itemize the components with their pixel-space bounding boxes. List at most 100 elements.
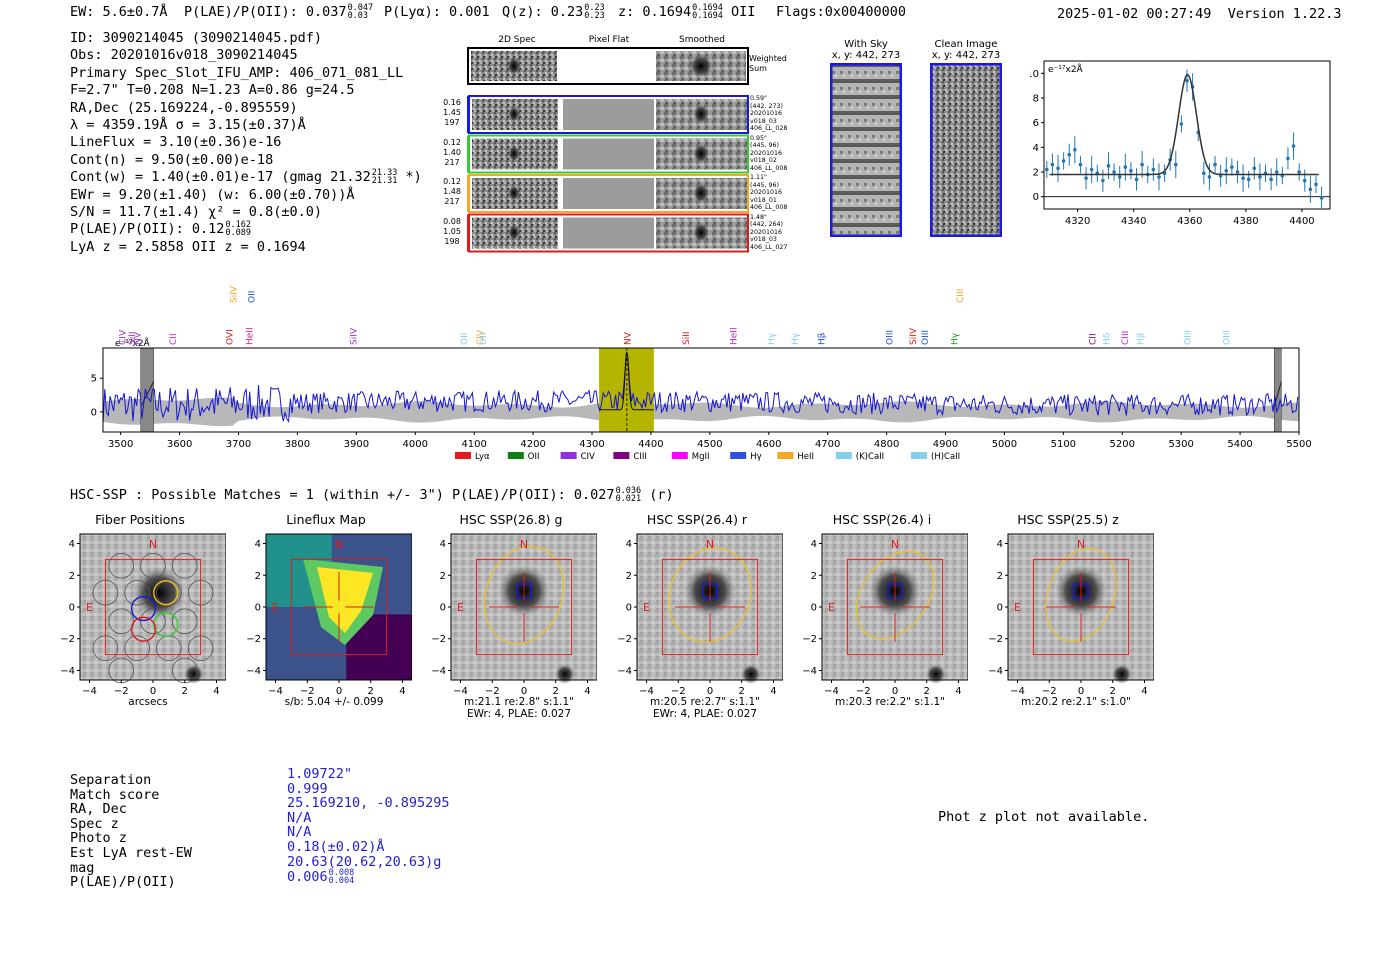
- hsc-panel-3: HSC SSP(26.4) r N E −4 −4 −2 −2 0 0 2 2 4 4 m:20.5 re…: [607, 512, 783, 722]
- spectrum-legend-swatch: [730, 452, 747, 459]
- spectrum-line-label: SiIV: [909, 327, 919, 345]
- info-lineflux: LineFlux = 3.10(±0.36)e-16: [70, 134, 282, 151]
- aperture-ellipse: [668, 547, 752, 643]
- spectrum-xtick-label: 3800: [285, 439, 310, 450]
- cutout-row-right-value: 0.59": [750, 95, 767, 102]
- cutout-row-right-value: 406_LL_028: [750, 125, 788, 133]
- photz-note: Phot z plot not available.: [938, 809, 1150, 825]
- spectrum-xtick-label: 5500: [1286, 439, 1311, 450]
- hsc-xtick-label: −4: [824, 686, 839, 697]
- cutout-row-left-value: 0.12: [443, 137, 461, 147]
- info-contn: Cont(n) = 9.50(±0.00)e-18: [70, 151, 274, 168]
- fit-data-point: [1314, 182, 1318, 187]
- info-lyaz: LyA z = 2.5858 OII z = 0.1694: [70, 238, 306, 255]
- spectrum-xtick-label: 3700: [226, 439, 251, 450]
- fit-xtick-label: 4380: [1233, 216, 1258, 227]
- line-fit-chart: 0 2 4 6 8 10 4320 4340 4360 4380 4400 e⁻¹⁷x2Å: [1030, 60, 1331, 227]
- info-sn: S/N = 11.7(±1.4) χ² = 0.8(±0.0): [70, 204, 322, 221]
- fiber-circle: [171, 608, 198, 635]
- fit-data-point: [1117, 175, 1122, 179]
- hsc-panel-1: Lineflux Map N E −4 −4 −2 −2 0 0 2 2 4 4 s/b: 5.04 +/…: [236, 512, 412, 722]
- cutout-row-left-value: 1.40: [443, 147, 461, 157]
- fit-unit-label: e⁻¹⁷x2Å: [1048, 63, 1084, 75]
- spectrum-line-label: HeII: [246, 327, 256, 345]
- spectrum-line-label: OII: [247, 291, 257, 303]
- fit-data-point: [1045, 167, 1049, 172]
- fit-data-point: [1123, 165, 1128, 169]
- fit-data-point: [1308, 187, 1313, 192]
- fit-xtick-label: 4340: [1121, 216, 1146, 227]
- hsc-panel-image: N E −4 −4 −2 −2 0 0 2 2 4 4: [431, 533, 597, 697]
- summary-label-lyaew: Est LyA rest-EW: [70, 844, 192, 861]
- spectrum-legend-swatch: [560, 452, 577, 459]
- hsc-xtick-label: −4: [82, 686, 97, 697]
- fiber-circle: [140, 552, 166, 579]
- fit-ytick-label: 0: [1033, 192, 1039, 203]
- cutout-row: [467, 95, 749, 134]
- hsc-ytick-label: 0: [626, 603, 632, 614]
- hsc-panel-title: Fiber Positions: [95, 512, 185, 527]
- hsc-panel-2: HSC SSP(26.8) g N E −4 −4 −2 −2 0 0 2 2 4 4 m:21.1 re…: [421, 512, 597, 722]
- spectrum-line-label: NV: [134, 331, 144, 345]
- fit-data-point: [1258, 175, 1262, 179]
- hsc-panel-title: Lineflux Map: [286, 512, 366, 527]
- cutout-row: [467, 134, 749, 174]
- hsc-panel-title: HSC SSP(25.5) z: [1017, 512, 1119, 527]
- spectrum-line-label: Hβ: [818, 332, 828, 345]
- spectrum-xtick-label: 5200: [1110, 439, 1135, 450]
- hsc-panel-caption: m:20.2 re:2.1" s:1.0": [998, 696, 1154, 708]
- fiber-circle-orange: [153, 580, 179, 606]
- spectrum-line-label: CIII: [1121, 331, 1131, 345]
- fit-data-point: [1302, 178, 1307, 183]
- full-spectrum-chart: 3500 3600 3700 3800 3900 4000 4100 4200 4300 4400…: [91, 285, 1312, 462]
- summary-label-plae: P(LAE)/P(OII): [70, 874, 176, 891]
- hsc-panel-caption-line2: EWr: 4, PLAE: 0.027: [466, 708, 572, 720]
- neighbor-source: [183, 664, 204, 685]
- hsc-xtick-label: −4: [639, 686, 654, 697]
- fit-data-point: [1235, 170, 1240, 174]
- search-box: [104, 558, 202, 656]
- hsc-ytick-label: −2: [988, 634, 1003, 645]
- hsc-ytick-label: 0: [440, 603, 446, 614]
- fit-xtick-label: 4400: [1289, 216, 1314, 227]
- summary-label-specz: Spec z: [70, 815, 119, 832]
- hsc-ytick-label: −2: [60, 634, 75, 645]
- hsc-xtick-label: 0: [521, 686, 527, 697]
- info-radec: RA,Dec (25.169224,-0.895559): [70, 99, 298, 116]
- cutout-row-right-labels: 0.59" (442, 273) 20201016 v018_03 406_LL_028: [750, 95, 810, 133]
- spectrum-line-label: HeII: [729, 327, 739, 345]
- spectrum-legend-label: HeII: [797, 452, 814, 462]
- spectrum-line-label: CIV: [476, 329, 486, 345]
- fit-ytick-label: 2: [1033, 168, 1039, 179]
- east-label: E: [1014, 601, 1021, 614]
- hsc-ytick-label: −4: [988, 666, 1003, 677]
- spectrum-xtick-label: 4500: [697, 439, 722, 450]
- hsc-xtick-label: −2: [300, 686, 315, 697]
- cutout-row-right-value: 0.95": [750, 134, 767, 142]
- summary-label-separation: Separation: [70, 772, 152, 788]
- cutout-row-right-value: 20201016: [750, 149, 783, 157]
- spectrum-xtick-label: 4900: [933, 439, 958, 450]
- cutout-row: [467, 213, 749, 253]
- cutout-row-right-value: v018_03: [750, 117, 777, 125]
- hsc-panel-title: HSC SSP(26.4) r: [646, 512, 748, 527]
- hsc-xtick-label: 4: [770, 686, 776, 697]
- weighted-sum-row: [467, 47, 749, 85]
- hsc-ytick-label: 0: [811, 603, 817, 614]
- spectrum-xtick-label: 5300: [1168, 439, 1193, 450]
- hsc-ytick-label: −2: [246, 634, 261, 645]
- north-label: N: [149, 538, 157, 551]
- fit-data-point: [1084, 176, 1088, 180]
- cutout-source-blob: [508, 224, 520, 241]
- aperture-ellipse: [483, 545, 565, 645]
- header-plya: P(Lyα): 0.001: [384, 4, 490, 20]
- spectrum-xtick-label: 5000: [992, 439, 1017, 450]
- hsc-ytick-label: 2: [255, 571, 261, 582]
- spectrum-xtick-label: 4000: [403, 439, 428, 450]
- fit-data-point: [1286, 156, 1290, 161]
- hsc-xtick-label: 4: [1141, 686, 1147, 697]
- cutout-row-left-value: 1.45: [443, 108, 461, 117]
- hsc-ytick-label: 4: [69, 539, 75, 550]
- east-label: E: [643, 601, 650, 614]
- spectrum-legend-label: OII: [528, 452, 540, 462]
